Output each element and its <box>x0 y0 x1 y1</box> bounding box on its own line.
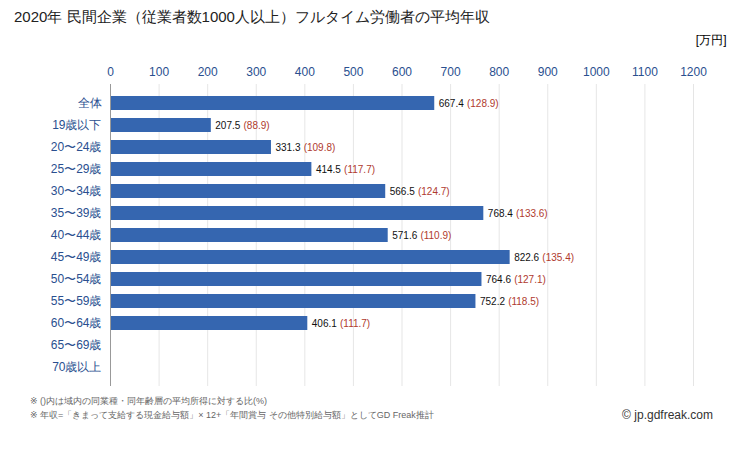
svg-text:1100: 1100 <box>632 65 658 79</box>
svg-text:40〜44歳: 40〜44歳 <box>51 228 102 242</box>
svg-text:200: 200 <box>198 65 218 79</box>
svg-text:207.5: 207.5 <box>215 120 240 131</box>
svg-text:55〜59歳: 55〜59歳 <box>51 294 102 308</box>
svg-text:20〜24歳: 20〜24歳 <box>51 140 102 154</box>
svg-text:764.6: 764.6 <box>486 274 511 285</box>
svg-text:400: 400 <box>295 65 315 79</box>
svg-text:406.1: 406.1 <box>312 318 337 329</box>
svg-text:(124.7): (124.7) <box>418 186 450 197</box>
svg-text:(135.4): (135.4) <box>542 252 574 263</box>
svg-text:100: 100 <box>149 65 169 79</box>
svg-text:(128.9): (128.9) <box>467 98 499 109</box>
svg-text:(110.9): (110.9) <box>420 230 451 241</box>
svg-text:752.2: 752.2 <box>480 296 505 307</box>
svg-text:768.4: 768.4 <box>488 208 513 219</box>
svg-text:19歳以下: 19歳以下 <box>52 118 101 132</box>
svg-text:566.5: 566.5 <box>390 186 415 197</box>
html-text:※ ()内は域内の同業種・同年齢層の平均所得に対する比(%): ※ ()内は域内の同業種・同年齢層の平均所得に対する比(%) <box>30 396 267 406</box>
svg-text:(133.6): (133.6) <box>516 208 548 219</box>
svg-text:30〜34歳: 30〜34歳 <box>51 184 102 198</box>
svg-text:(111.7): (111.7) <box>340 318 370 329</box>
svg-text:[万円]: [万円] <box>696 33 727 47</box>
svg-text:300: 300 <box>246 65 266 79</box>
svg-text:50〜54歳: 50〜54歳 <box>51 272 102 286</box>
svg-text:(127.1): (127.1) <box>514 274 546 285</box>
svg-text:70歳以上: 70歳以上 <box>52 360 101 374</box>
svg-text:35〜39歳: 35〜39歳 <box>51 206 102 220</box>
svg-text:900: 900 <box>538 65 558 79</box>
svg-text:700: 700 <box>441 65 461 79</box>
svg-text:(88.9): (88.9) <box>244 120 270 131</box>
svg-text:600: 600 <box>392 65 412 79</box>
svg-text:331.3: 331.3 <box>275 142 300 153</box>
svg-text:60〜64歳: 60〜64歳 <box>51 316 102 330</box>
svg-text:全体: 全体 <box>78 96 102 110</box>
svg-text:414.5: 414.5 <box>316 164 341 175</box>
svg-text:0: 0 <box>107 65 114 79</box>
svg-text:1200: 1200 <box>680 65 707 79</box>
svg-text:(117.7): (117.7) <box>344 164 375 175</box>
svg-text:800: 800 <box>489 65 509 79</box>
svg-text:25〜29歳: 25〜29歳 <box>51 162 102 176</box>
svg-text:1000: 1000 <box>583 65 610 79</box>
html-text:※ 年収=「きまって支給する現金給与額」× 12+「年間賞与: ※ 年収=「きまって支給する現金給与額」× 12+「年間賞与 その他特別給与額」… <box>30 410 434 420</box>
svg-text:500: 500 <box>343 65 363 79</box>
html-text:© jp.gdfreak.com: © jp.gdfreak.com <box>622 408 713 422</box>
svg-text:45〜49歳: 45〜49歳 <box>51 250 102 264</box>
svg-text:(118.5): (118.5) <box>508 296 539 307</box>
svg-text:65〜69歳: 65〜69歳 <box>51 338 102 352</box>
svg-text:(109.8): (109.8) <box>304 142 336 153</box>
html-text:2020年 民間企業（従業者数1000人以上）フルタイム労働: 2020年 民間企業（従業者数1000人以上）フルタイム労働者の平均年収 <box>14 8 490 25</box>
svg-text:667.4: 667.4 <box>439 98 464 109</box>
svg-text:822.6: 822.6 <box>514 252 539 263</box>
svg-text:571.6: 571.6 <box>392 230 417 241</box>
